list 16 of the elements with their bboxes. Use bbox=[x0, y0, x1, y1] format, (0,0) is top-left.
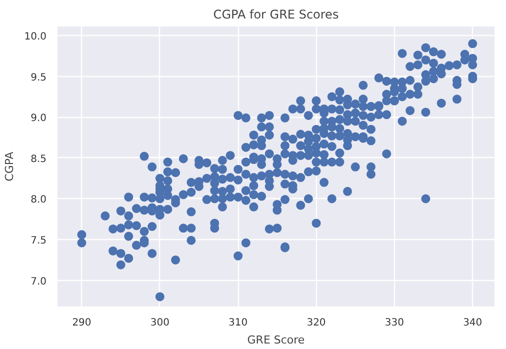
y-axis-title: CGPA bbox=[3, 151, 16, 182]
chart-title: CGPA for GRE Scores bbox=[213, 8, 339, 22]
x-tick-label: 330 bbox=[384, 318, 404, 328]
y-tick-label: 8.0 bbox=[30, 194, 47, 206]
x-tick-label: 310 bbox=[228, 318, 248, 328]
y-tick-label: 8.5 bbox=[30, 154, 47, 165]
x-tick-label: 300 bbox=[150, 318, 170, 328]
x-axis-title: GRE Score bbox=[247, 334, 305, 346]
y-tick-label: 7.0 bbox=[30, 276, 47, 288]
x-tick-label: 290 bbox=[72, 318, 92, 328]
y-tick-label: 10.0 bbox=[24, 31, 46, 42]
y-tick-label: 7.5 bbox=[30, 236, 47, 247]
x-tick-label: 340 bbox=[463, 318, 482, 328]
x-tick-label: 320 bbox=[306, 318, 326, 328]
y-tick-label: 9.5 bbox=[30, 72, 47, 84]
y-tick-label: 9.0 bbox=[30, 113, 47, 124]
